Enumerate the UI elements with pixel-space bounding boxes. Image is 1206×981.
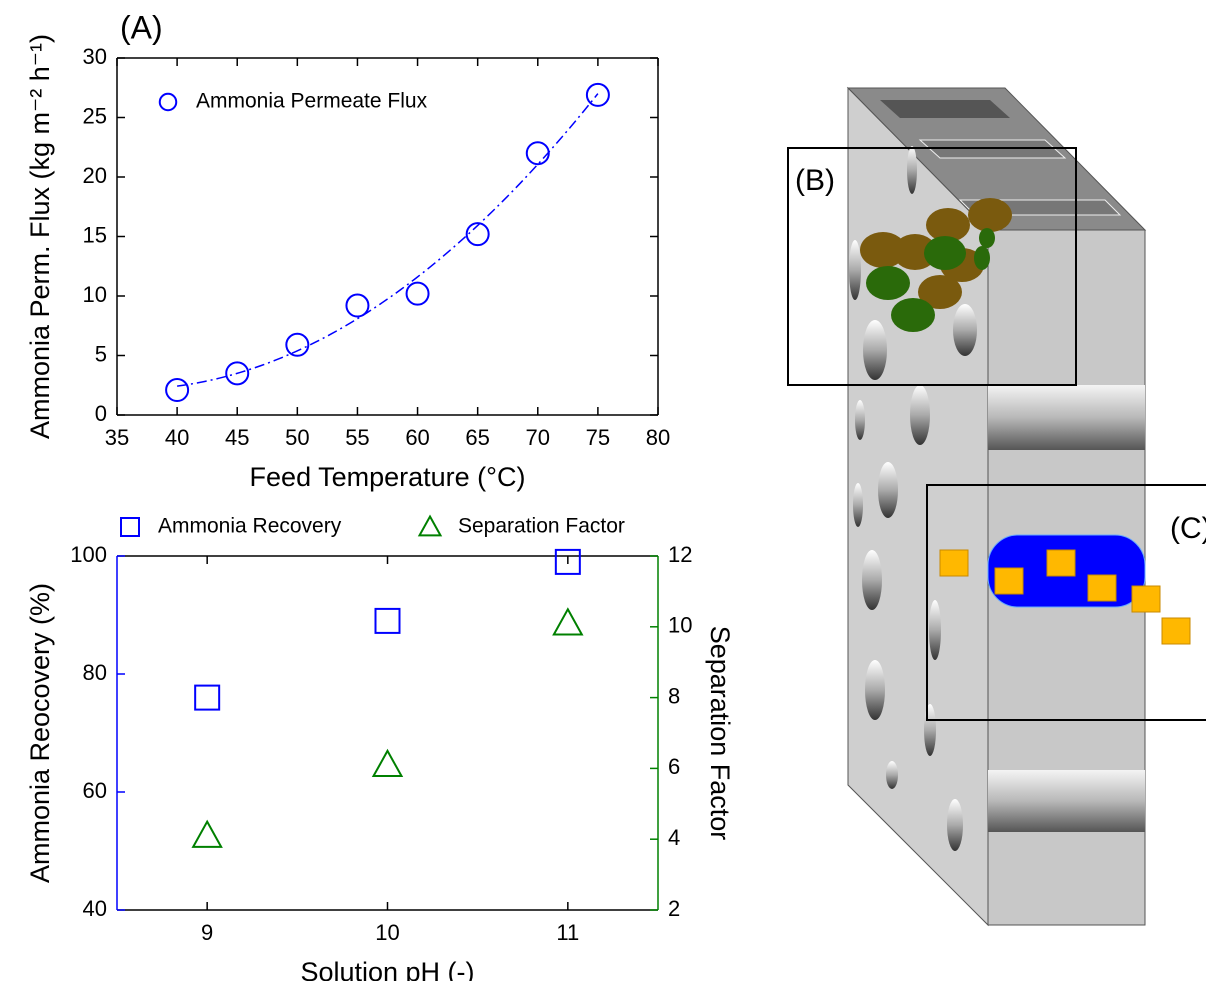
y2-tick-label: 8: [668, 683, 680, 708]
x-tick-label: 75: [586, 425, 610, 450]
marker: [374, 751, 402, 776]
figure: (B) (C) 35 40 45 50 55 60 65 70 75 80 0 5 10 15 20 25 30…: [0, 0, 1206, 981]
y-axis-title: Ammonia Perm. Flux (kg m⁻² h⁻¹): [25, 34, 55, 439]
y2-tick-label: 10: [668, 613, 692, 638]
x-tick-label: 11: [556, 920, 579, 945]
marker: [376, 609, 400, 633]
x-tick-label: 50: [285, 425, 309, 450]
channel: [988, 385, 1145, 450]
y-tick-label: 15: [83, 222, 107, 247]
marker: [195, 686, 219, 710]
marker: [286, 334, 308, 356]
x-tick-label: 10: [375, 920, 399, 945]
y-tick-label: 60: [83, 778, 107, 803]
x-tick-label: 9: [201, 920, 213, 945]
block-side: [848, 88, 988, 925]
panel-label: (C): [1170, 512, 1206, 545]
y2-tick-label: 6: [668, 754, 680, 779]
y-tick-label: 0: [95, 401, 107, 426]
y2-tick-label: 2: [668, 896, 680, 921]
x-tick-label: 80: [646, 425, 670, 450]
channel: [988, 770, 1145, 832]
y-tick-label: 100: [70, 542, 107, 567]
legend-label: Separation Factor: [458, 515, 625, 538]
marker: [554, 609, 582, 634]
y-tick-label: 25: [83, 103, 107, 128]
marker: [166, 379, 188, 401]
marker: [407, 283, 429, 305]
fit-curve: [177, 94, 598, 387]
x-tick-label: 45: [225, 425, 249, 450]
y2-tick-label: 12: [668, 542, 692, 567]
y-tick-label: 20: [83, 163, 107, 188]
legend-marker: [121, 518, 139, 536]
y-tick-label: 30: [83, 44, 107, 69]
y-tick-label: 80: [83, 660, 107, 685]
x-tick-label: 55: [345, 425, 369, 450]
legend-marker: [160, 94, 177, 111]
legend-label: Ammonia Recovery: [158, 515, 342, 538]
marker: [527, 142, 549, 164]
legend-marker: [420, 517, 441, 536]
y-tick-label: 10: [83, 282, 107, 307]
x-tick-label: 35: [105, 425, 129, 450]
marker: [346, 295, 368, 317]
membrane-diagram: (B) (C): [788, 88, 1206, 925]
y-tick-label: 40: [83, 896, 107, 921]
marker: [193, 822, 221, 847]
x-tick-label: 60: [405, 425, 429, 450]
x-axis-title: Feed Temperature (°C): [250, 462, 526, 492]
y2-tick-label: 4: [668, 825, 680, 850]
legend-label: Ammonia Permeate Flux: [196, 90, 428, 113]
marker: [587, 84, 609, 106]
y-axis-title: Ammonia Reocovery (%): [25, 583, 55, 883]
x-tick-label: 65: [465, 425, 489, 450]
x-axis-title: Solution pH (-): [300, 957, 474, 981]
panel-label: (A): [120, 9, 163, 45]
y-tick-label: 5: [95, 341, 107, 366]
x-tick-label: 40: [165, 425, 189, 450]
slot: [880, 100, 1010, 118]
panel-label: (B): [795, 164, 835, 197]
y2-axis-title: Separation Factor: [705, 626, 735, 841]
x-tick-label: 70: [526, 425, 550, 450]
